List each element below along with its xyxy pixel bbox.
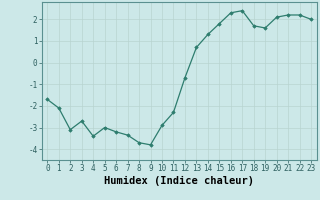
- X-axis label: Humidex (Indice chaleur): Humidex (Indice chaleur): [104, 176, 254, 186]
